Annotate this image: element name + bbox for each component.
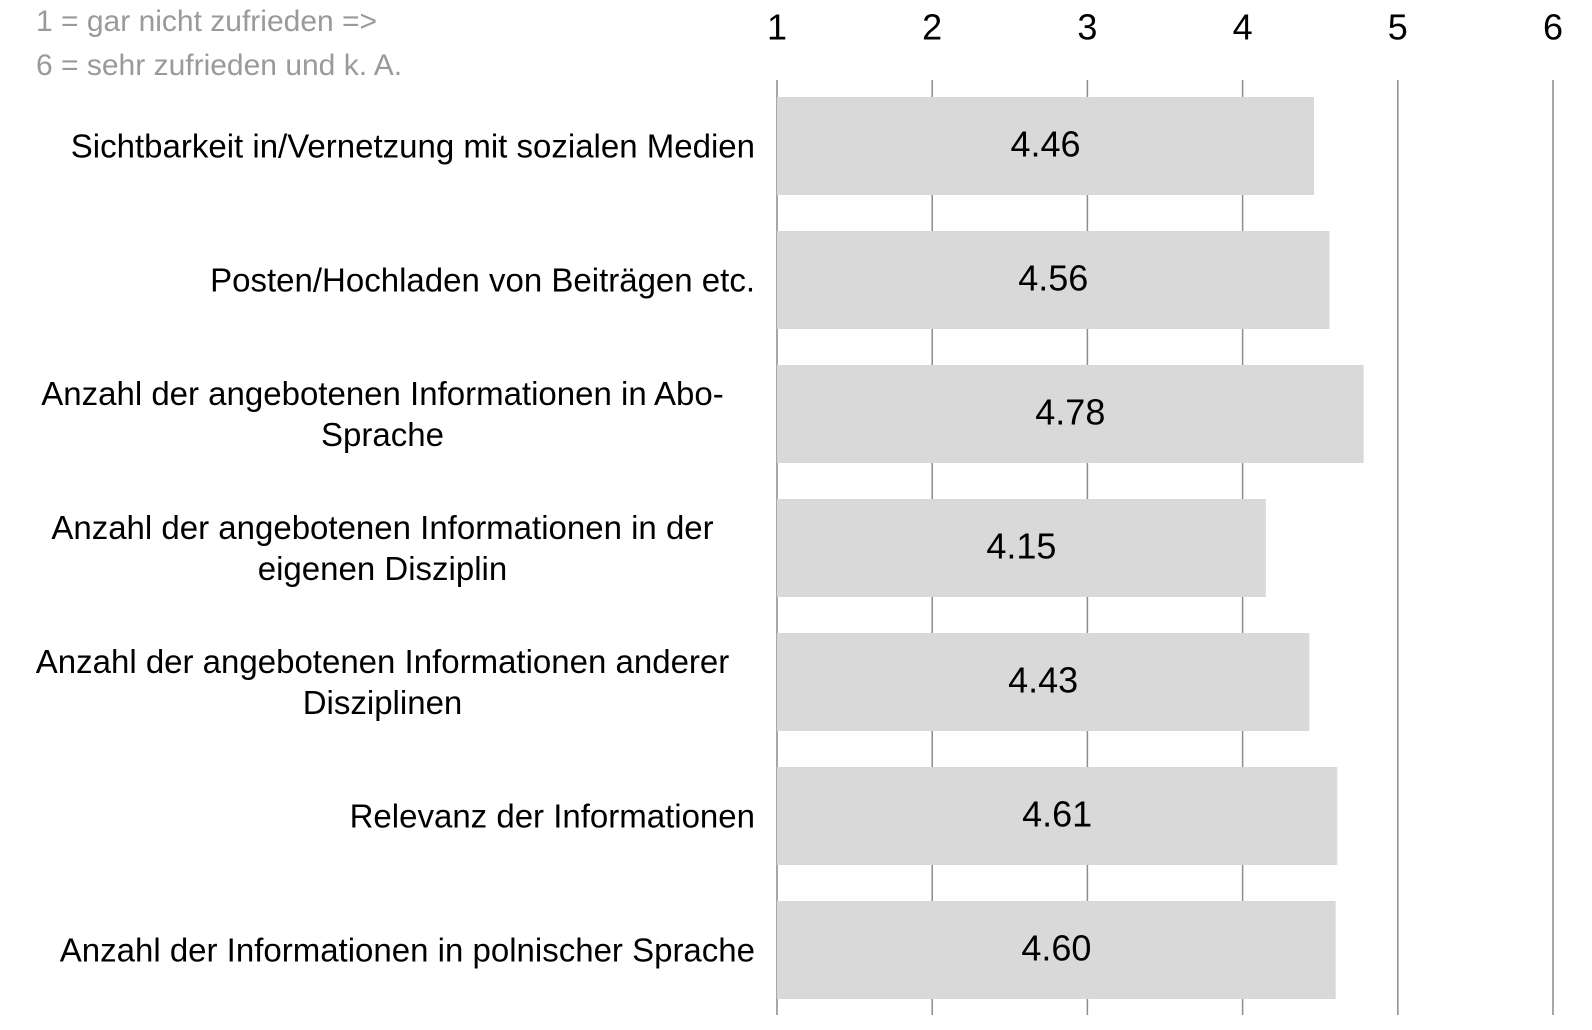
- bar: [777, 231, 1330, 329]
- x-tick-label: 2: [922, 7, 942, 48]
- bar: [777, 97, 1314, 195]
- bar: [777, 633, 1310, 731]
- x-tick-label: 1: [767, 7, 787, 48]
- annotation-line: 6 = sehr zufrieden und k. A.: [36, 49, 403, 82]
- annotation-line: 1 = gar nicht zufrieden =>: [36, 5, 378, 38]
- data-label: 4.46: [1010, 124, 1080, 165]
- y-tick-label: Anzahl der angebotenen Informationen and…: [35, 643, 730, 721]
- bar: [777, 499, 1266, 597]
- data-label: 4.61: [1022, 794, 1092, 835]
- x-tick-label: 6: [1543, 7, 1563, 48]
- bar: [777, 767, 1338, 865]
- data-label: 4.78: [1035, 392, 1105, 433]
- data-label: 4.15: [986, 526, 1056, 567]
- data-label: 4.60: [1021, 928, 1091, 969]
- y-tick-label: Anzahl der angebotenen Informationen in …: [41, 375, 724, 453]
- data-label: 4.56: [1018, 258, 1088, 299]
- x-tick-label: 5: [1388, 7, 1408, 48]
- y-tick-label: Anzahl der angebotenen Informationen in …: [51, 509, 714, 587]
- bar: [777, 365, 1364, 463]
- data-label: 4.43: [1008, 660, 1078, 701]
- x-tick-label: 3: [1077, 7, 1097, 48]
- y-tick-label: Sichtbarkeit in/Vernetzung mit sozialen …: [70, 127, 755, 165]
- bar: [777, 901, 1336, 999]
- y-tick-label: Anzahl der Informationen in polnischer S…: [59, 931, 755, 969]
- x-tick-label: 4: [1233, 7, 1253, 48]
- y-tick-label: Posten/Hochladen von Beiträgen etc.: [210, 261, 755, 299]
- y-tick-label: Relevanz der Informationen: [349, 797, 755, 835]
